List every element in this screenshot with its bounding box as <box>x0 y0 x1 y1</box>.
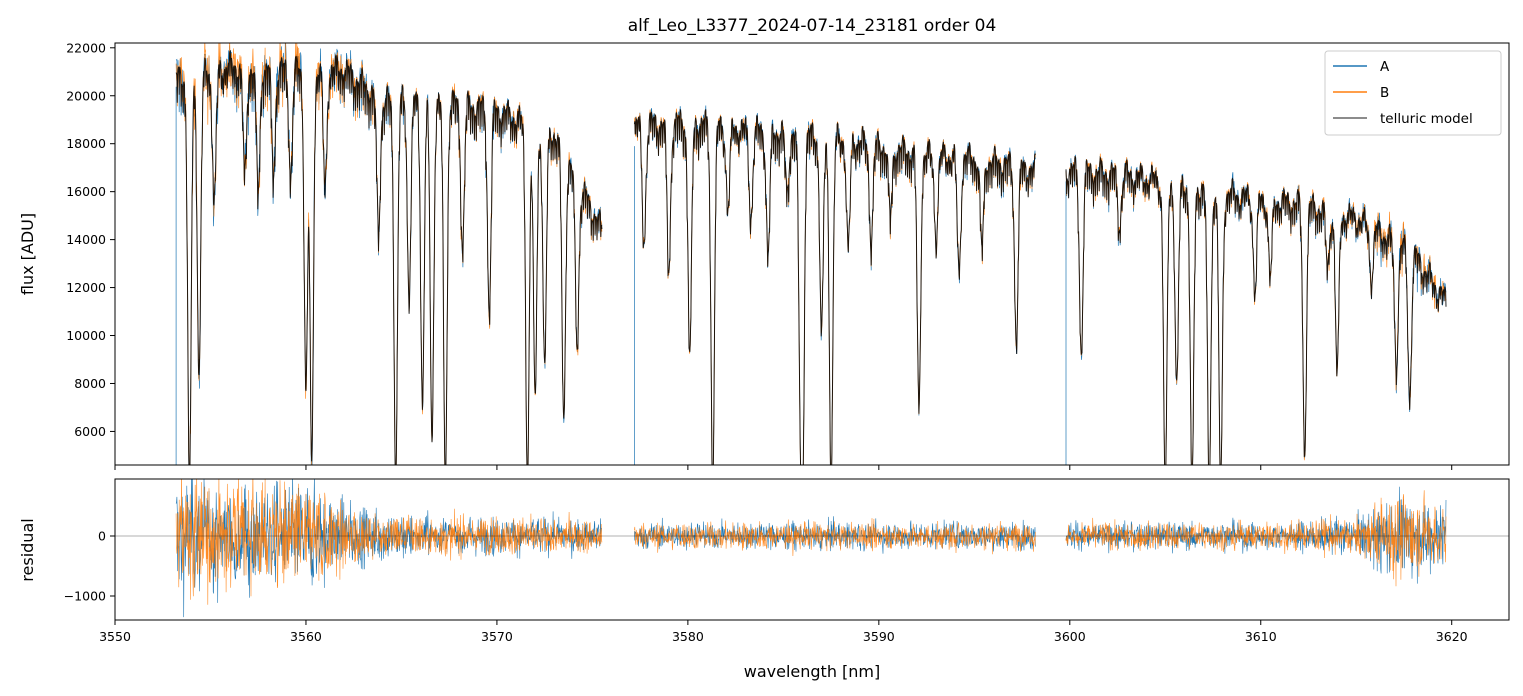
x-tick-label: 3600 <box>1054 629 1086 644</box>
flux-y-tick-label: 8000 <box>74 376 106 391</box>
flux-plot-frame <box>114 42 1510 466</box>
telluric-model-line <box>175 50 1447 465</box>
legend-label-a: A <box>1380 59 1390 75</box>
residual-series-group <box>115 479 1509 618</box>
legend: A B telluric model <box>1324 50 1502 136</box>
x-tick-label: 3590 <box>863 629 895 644</box>
x-tick-label: 3610 <box>1245 629 1277 644</box>
residual-b-line <box>175 479 1447 605</box>
x-tick-label: 3620 <box>1436 629 1468 644</box>
residual-y-tick-label: −1000 <box>64 589 106 604</box>
legend-label-telluric-model: telluric model <box>1380 111 1473 127</box>
x-tick-label: 3550 <box>99 629 131 644</box>
flux-y-tick-label: 14000 <box>66 232 106 247</box>
flux-y-tick-label: 12000 <box>66 280 106 295</box>
residual-y-ticks: −1000 0 <box>64 529 115 604</box>
flux-y-tick-label: 10000 <box>66 328 106 343</box>
x-tick-label: 3580 <box>672 629 704 644</box>
residual-y-tick-label: 0 <box>98 529 106 544</box>
chart-title: alf_Leo_L3377_2024-07-14_23181 order 04 <box>628 16 997 36</box>
flux-y-tick-label: 18000 <box>66 136 106 151</box>
residual-plot-frame <box>114 478 1510 621</box>
legend-frame <box>1324 50 1502 136</box>
flux-panel: 6000 8000 10000 12000 14000 16000 18000 20000 22… <box>18 16 1510 470</box>
flux-y-axis-label: flux [ADU] <box>18 213 37 295</box>
flux-x-ticks <box>114 465 1453 470</box>
flux-y-tick-label: 6000 <box>74 424 106 439</box>
residual-y-axis-label: residual <box>18 518 37 581</box>
flux-y-tick-label: 22000 <box>66 40 106 55</box>
flux-y-tick-label: 20000 <box>66 88 106 103</box>
flux-y-tick-label: 16000 <box>66 184 106 199</box>
x-axis-label: wavelength [nm] <box>744 662 881 681</box>
residual-x-ticks: 3550 3560 3570 3580 3590 3600 3610 3620 <box>99 620 1468 644</box>
flux-y-ticks: 6000 8000 10000 12000 14000 16000 18000 20000 22… <box>66 40 115 439</box>
x-tick-label: 3570 <box>481 629 513 644</box>
flux-series-group <box>175 43 1447 465</box>
legend-label-b: B <box>1380 85 1389 101</box>
residual-panel: 3550 3560 3570 3580 3590 3600 3610 3620 −10000 … <box>18 478 1510 681</box>
x-tick-label: 3560 <box>290 629 322 644</box>
